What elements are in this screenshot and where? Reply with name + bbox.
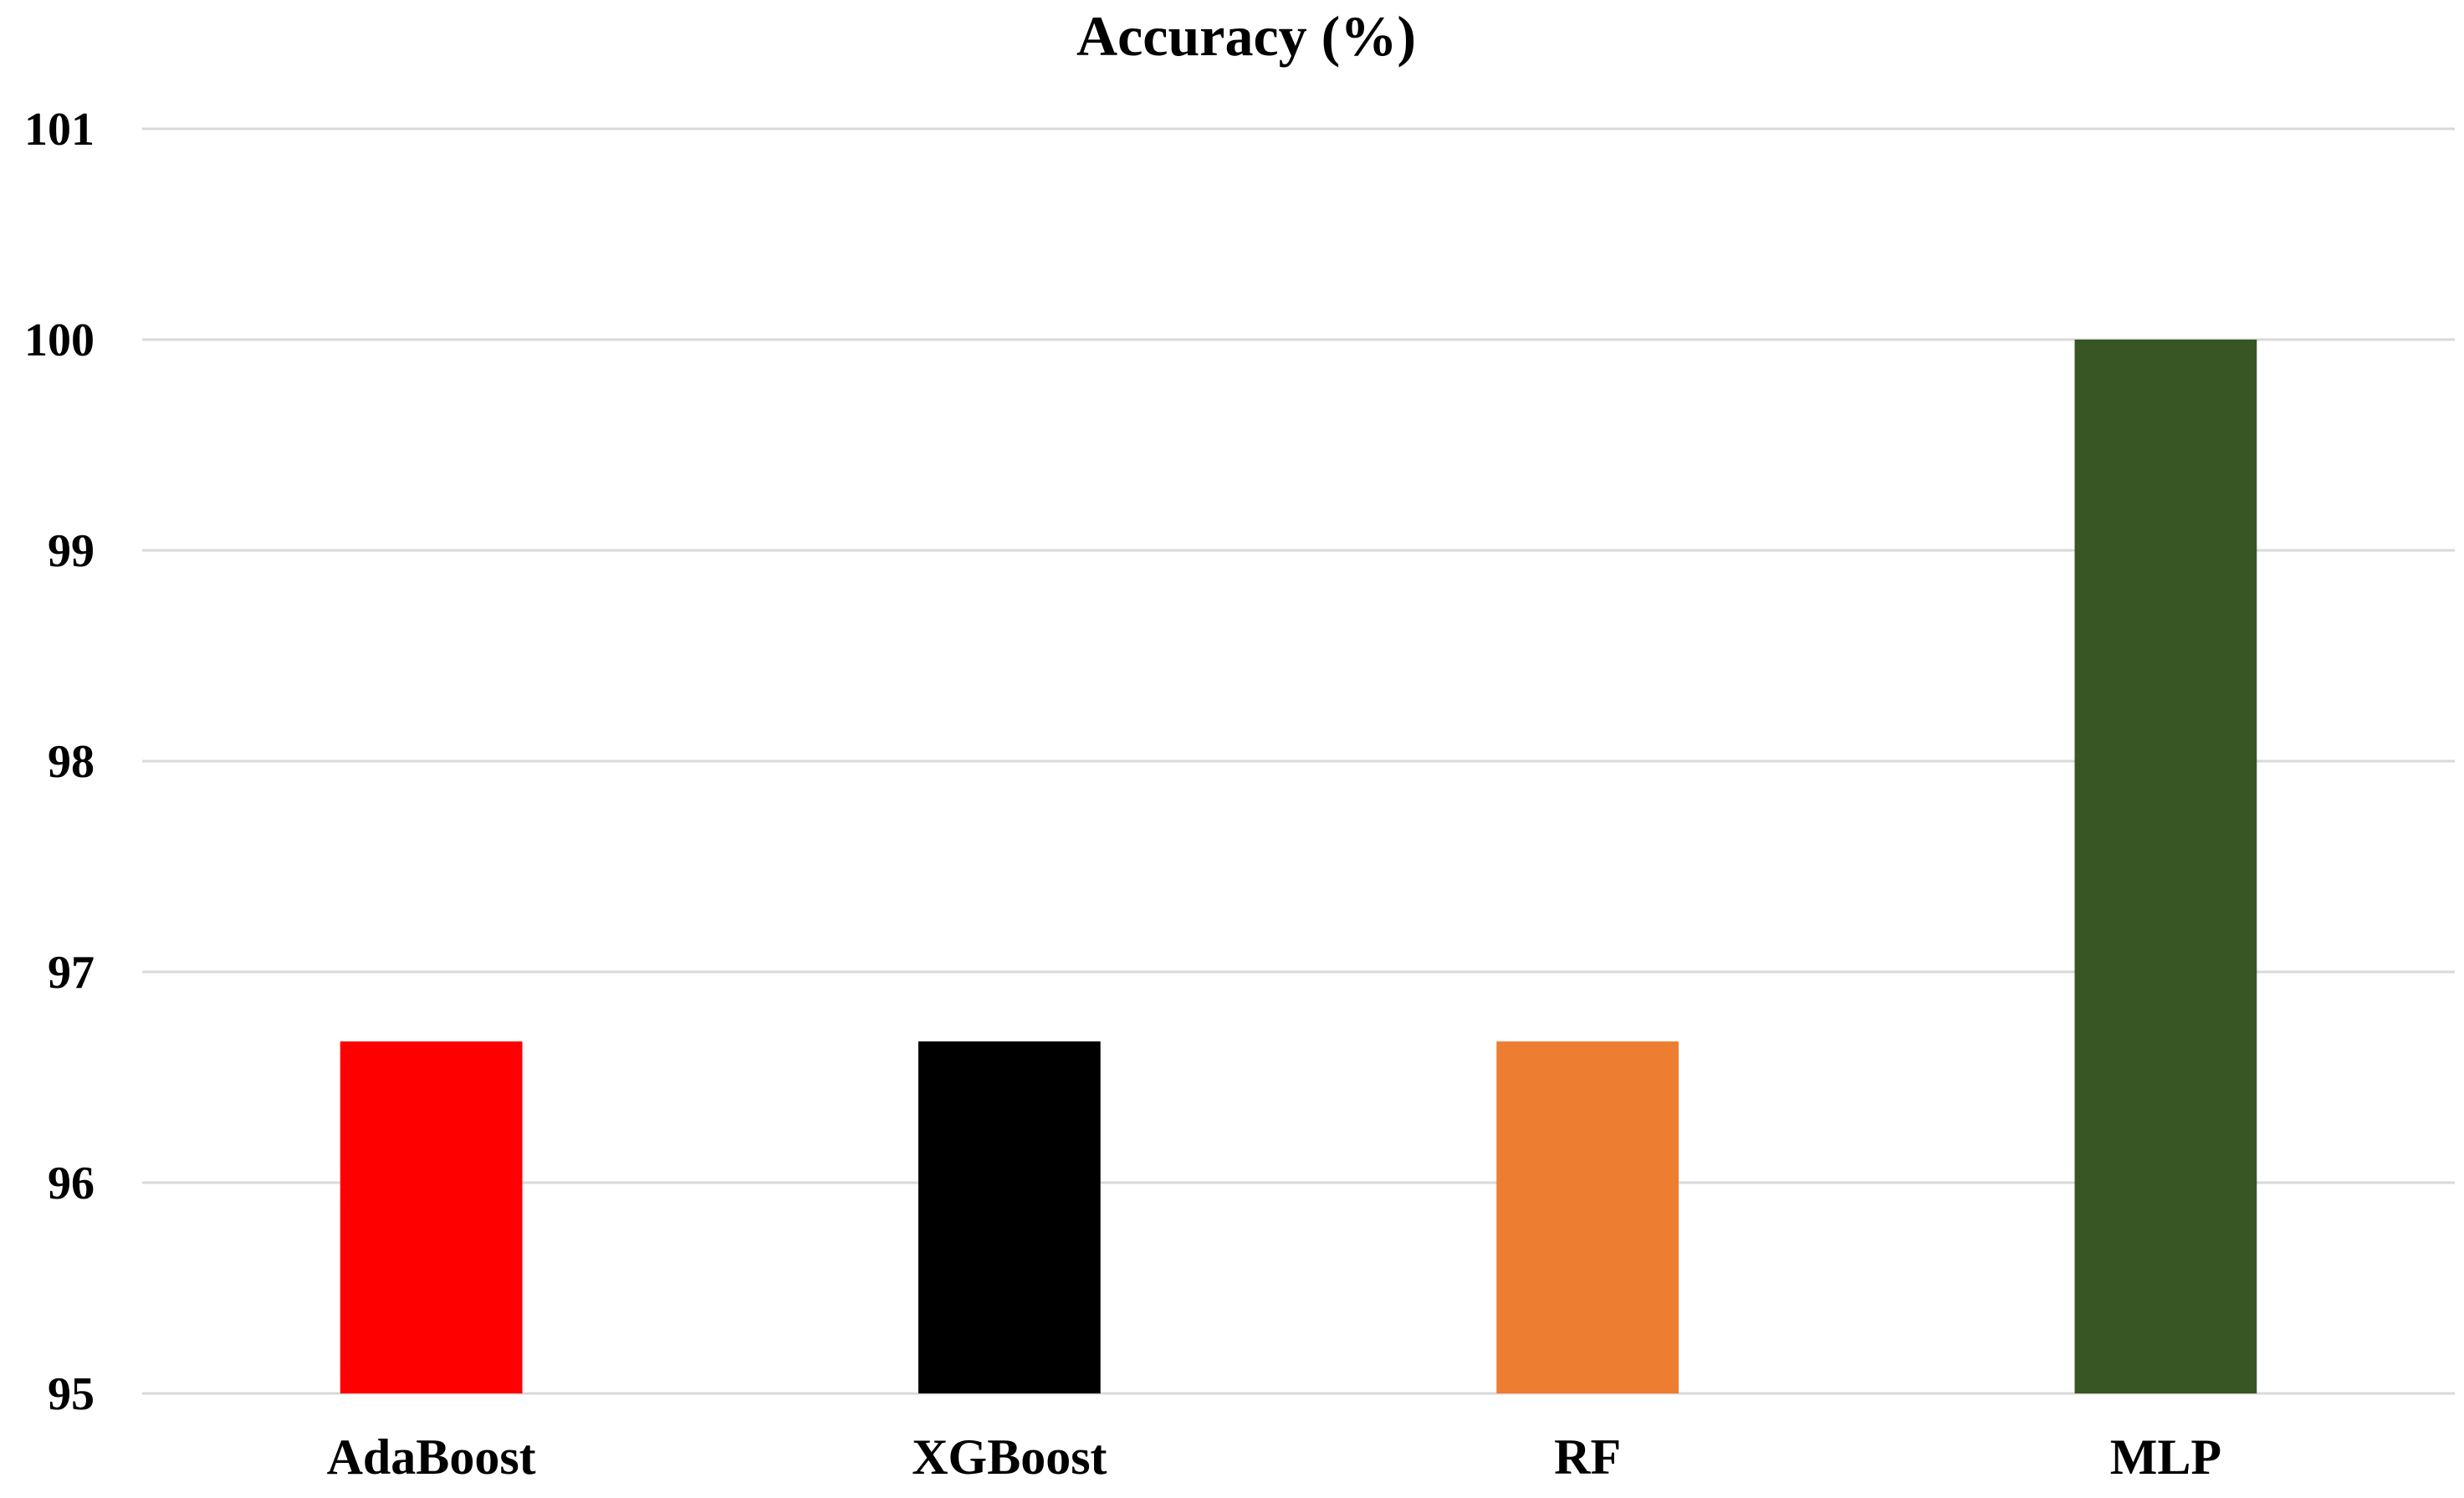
bar-mlp <box>2074 340 2257 1393</box>
x-category-label: MLP <box>2110 1429 2221 1485</box>
y-tick-label: 97 <box>48 947 95 999</box>
y-tick-label: 99 <box>48 525 95 577</box>
gridlines <box>142 127 2455 1395</box>
y-axis-ticks: 95 96 97 98 99 100 101 <box>24 104 95 1420</box>
bar-adaboost <box>340 1041 523 1393</box>
y-tick-label: 100 <box>24 314 95 366</box>
bars <box>340 340 2257 1393</box>
x-category-label: AdaBoost <box>327 1429 536 1485</box>
bar-rf <box>1496 1041 1679 1393</box>
y-tick-label: 101 <box>24 104 95 156</box>
x-category-label: RF <box>1554 1429 1621 1485</box>
y-tick-label: 96 <box>48 1158 95 1209</box>
bar-xgboost <box>918 1041 1101 1393</box>
y-tick-label: 95 <box>48 1368 95 1420</box>
x-category-label: XGBoost <box>912 1429 1107 1485</box>
chart-title: Accuracy (%) <box>1076 4 1416 68</box>
x-axis-labels: AdaBoost XGBoost RF MLP <box>327 1429 2221 1485</box>
y-tick-label: 98 <box>48 736 95 788</box>
